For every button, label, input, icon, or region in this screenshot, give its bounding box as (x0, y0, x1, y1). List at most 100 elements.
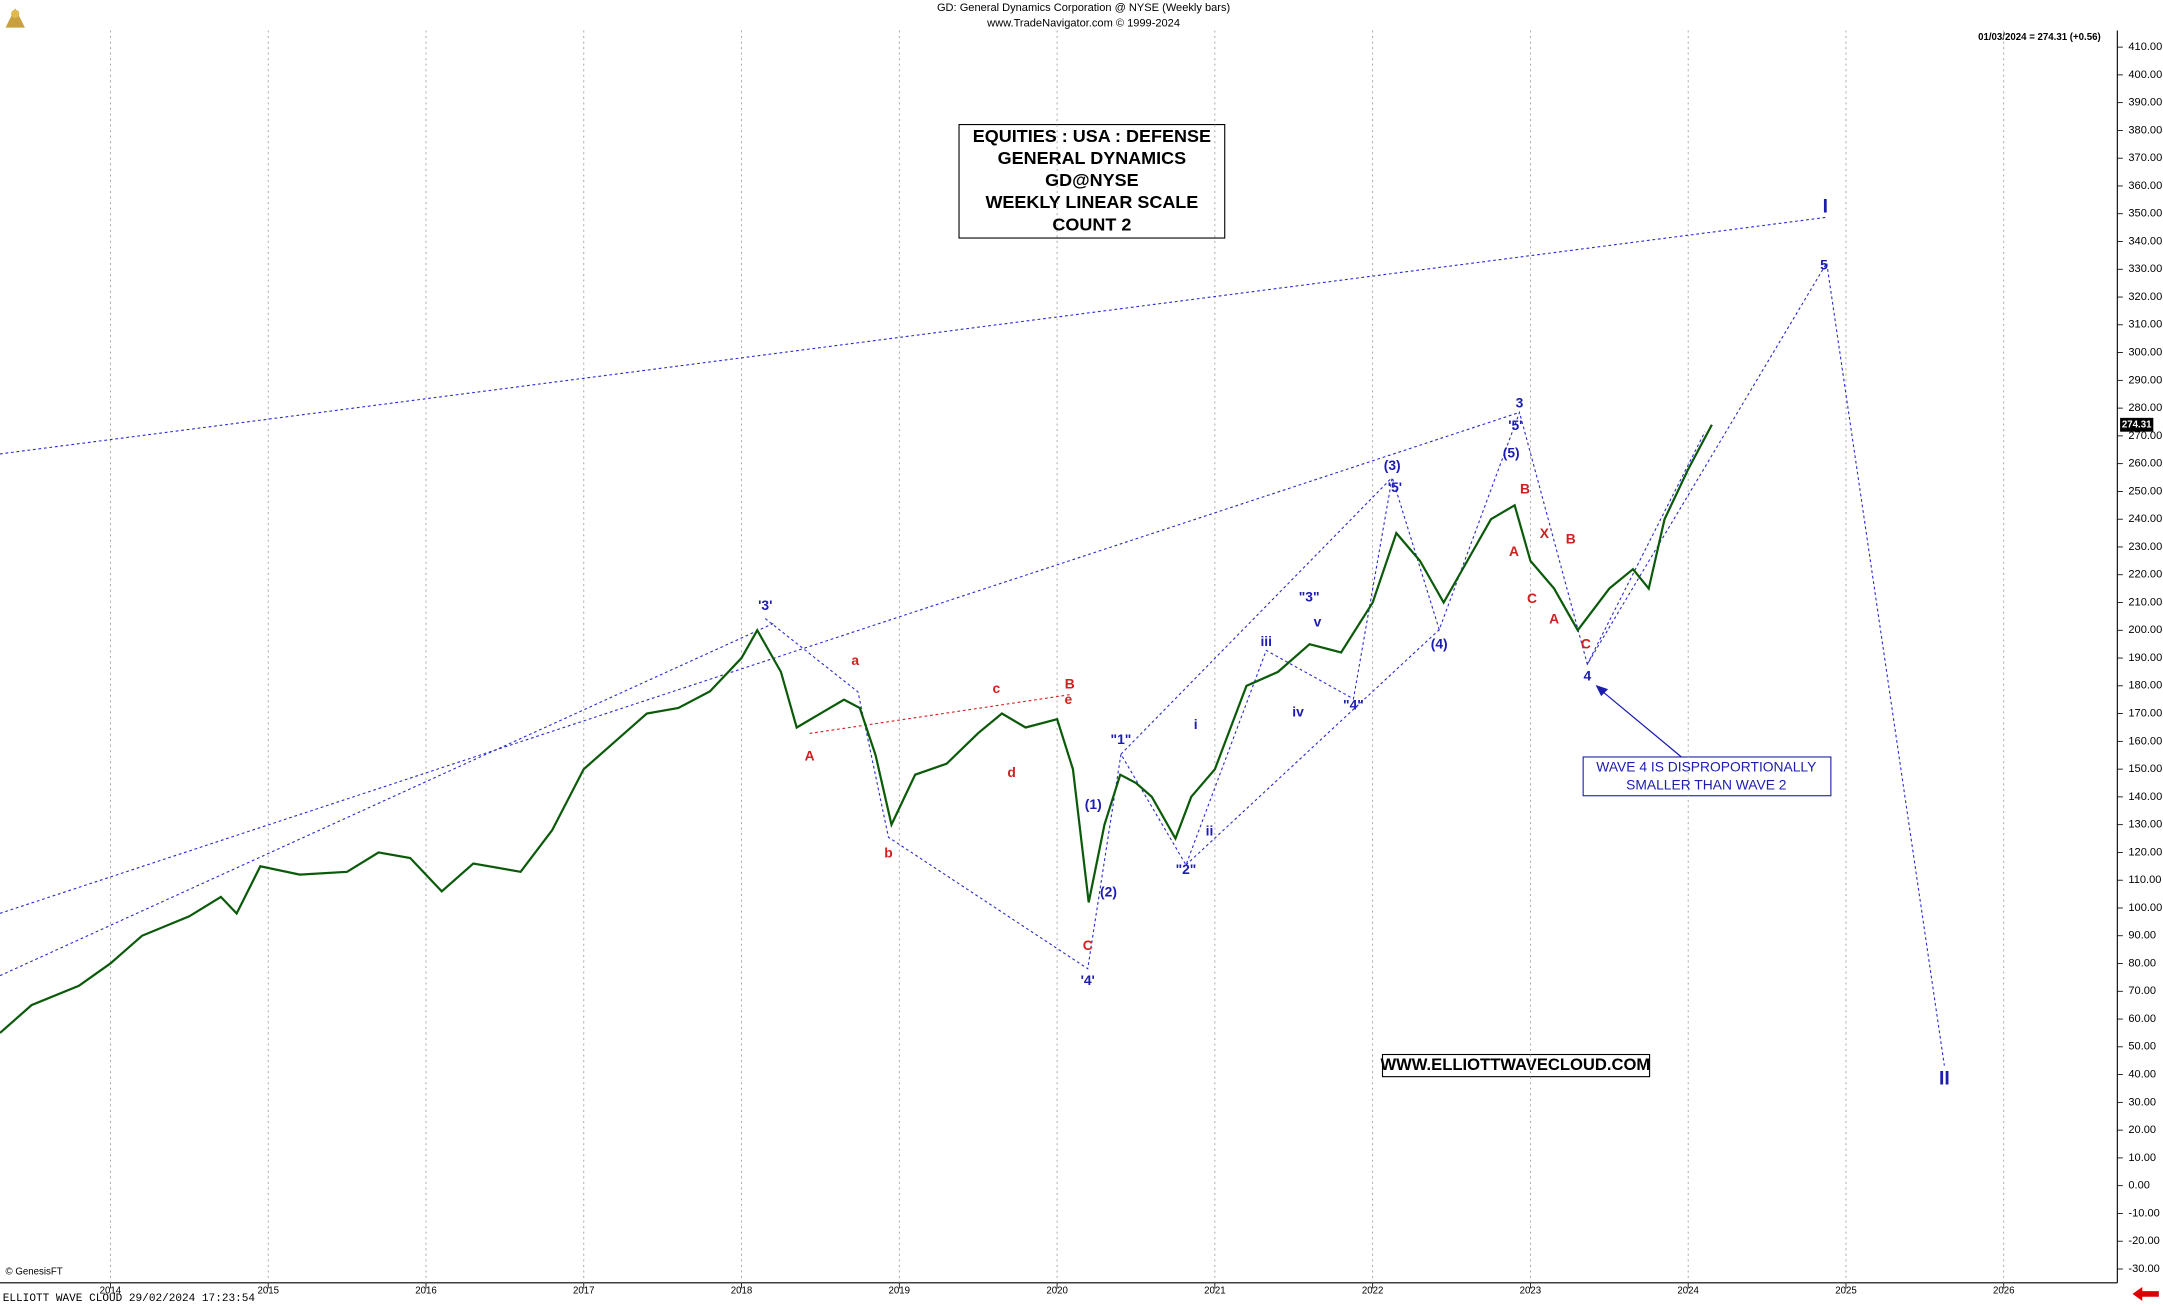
y-tick-label: 130.00 (2128, 819, 2162, 831)
y-tick-label: 320.00 (2128, 291, 2162, 303)
y-tick-label: 60.00 (2128, 1013, 2156, 1025)
y-tick-label: 400.00 (2128, 69, 2162, 81)
wave-label: (5) (1503, 445, 1520, 461)
wave-line (0, 216, 1827, 455)
wave-label: '5' (1508, 417, 1522, 433)
y-tick-label: 300.00 (2128, 346, 2162, 358)
info-box-line: COUNT 2 (1052, 214, 1131, 234)
y-tick-label: 380.00 (2128, 124, 2162, 136)
y-tick-label: 50.00 (2128, 1041, 2156, 1053)
wave-label: 5 (1820, 256, 1828, 272)
y-tick-label: 80.00 (2128, 957, 2156, 969)
y-tick-label: 330.00 (2128, 263, 2162, 275)
wave-line (0, 622, 776, 977)
wave-label: II (1939, 1068, 1950, 1090)
note-arrow-head (1595, 685, 1609, 697)
wave-label: a (851, 652, 859, 668)
y-tick-label: 140.00 (2128, 791, 2162, 803)
y-tick-label: 340.00 (2128, 235, 2162, 247)
y-tick-label: 410.00 (2128, 41, 2162, 53)
wave-label: ii (1206, 822, 1214, 838)
wave-line (1586, 431, 1706, 665)
wave-label: b (884, 845, 892, 861)
x-tick-label: 2016 (415, 1286, 437, 1297)
x-tick-label: 2015 (257, 1286, 279, 1297)
copyright: © GenesisFT (6, 1266, 63, 1277)
y-tick-label: 0.00 (2128, 1180, 2150, 1192)
y-tick-label: 360.00 (2128, 180, 2162, 192)
x-tick-label: 2014 (100, 1286, 122, 1297)
wave-label: X (1540, 525, 1550, 541)
wave-label: iii (1260, 633, 1272, 649)
wave-label: A (1549, 611, 1559, 627)
y-tick-label: 110.00 (2128, 874, 2161, 886)
y-tick-label: 100.00 (2128, 902, 2162, 914)
x-tick-label: 2021 (1204, 1286, 1226, 1297)
wave-label: C (1581, 636, 1591, 652)
wave-line (0, 411, 1520, 914)
note-line: WAVE 4 IS DISPROPORTIONALLY (1596, 759, 1816, 775)
wave-label: '4' (1081, 972, 1095, 988)
info-box (958, 123, 1226, 239)
x-tick-label: 2023 (1520, 1286, 1542, 1297)
wave-label: "3" (1299, 588, 1320, 604)
website: WWW.ELLIOTTWAVECLOUD.COM (1380, 1055, 1650, 1074)
wave-label: B (1065, 676, 1075, 692)
wave-line (764, 261, 1945, 1066)
wave-label: B (1566, 530, 1576, 546)
y-tick-label: 350.00 (2128, 208, 2162, 220)
wave-label: A (1509, 543, 1519, 559)
wave-label: v (1314, 613, 1322, 629)
wave-label: (3) (1384, 457, 1401, 473)
info-box-line: EQUITIES : USA : DEFENSE (973, 126, 1211, 146)
y-tick-label: 260.00 (2128, 458, 2162, 470)
footer: ELLIOTT WAVE CLOUD 29/02/2024 17:23:54 (3, 1293, 256, 1305)
wave-label: B (1520, 481, 1530, 497)
y-tick-label: 390.00 (2128, 97, 2162, 109)
y-tick-label: 30.00 (2128, 1096, 2156, 1108)
y-tick-label: 230.00 (2128, 541, 2162, 553)
y-tick-label: -20.00 (2128, 1235, 2159, 1247)
y-tick-label: -10.00 (2128, 1207, 2159, 1219)
y-tick-label: 290.00 (2128, 374, 2162, 386)
wave-label: (4) (1431, 636, 1448, 652)
y-tick-label: 200.00 (2128, 624, 2162, 636)
y-tick-label: 250.00 (2128, 485, 2162, 497)
last-price-box (2120, 417, 2154, 432)
wave-label: 4 (1583, 667, 1591, 683)
y-tick-label: -30.00 (2128, 1263, 2159, 1275)
x-tick-label: 2022 (1362, 1286, 1384, 1297)
wave-label: A (805, 748, 815, 764)
wave-label: '5' (1388, 479, 1402, 495)
y-tick-label: 150.00 (2128, 763, 2162, 775)
wave-line (1120, 477, 1393, 755)
note-box (1582, 756, 1832, 797)
y-tick-label: 160.00 (2128, 735, 2162, 747)
wave-label: "2" (1176, 861, 1197, 877)
y-tick-label: 220.00 (2128, 569, 2162, 581)
scroll-arrow[interactable] (2132, 1287, 2159, 1301)
y-tick-label: 70.00 (2128, 985, 2156, 997)
y-tick-label: 280.00 (2128, 402, 2162, 414)
wave-label: c (993, 680, 1001, 696)
chart-subtitle: www.TradeNavigator.com © 1999-2024 (986, 17, 1180, 29)
wave-label: i (1194, 716, 1198, 732)
last-quote: 01/03/2024 = 274.31 (+0.56) (1978, 32, 2101, 43)
x-tick-label: 2024 (1677, 1286, 1699, 1297)
y-tick-label: 40.00 (2128, 1069, 2156, 1081)
wave-label: d (1007, 764, 1015, 780)
y-tick-label: 180.00 (2128, 680, 2162, 692)
y-tick-label: 10.00 (2128, 1152, 2156, 1164)
y-tick-label: 190.00 (2128, 652, 2162, 664)
y-tick-label: 270.00 (2128, 430, 2162, 442)
y-tick-label: 370.00 (2128, 152, 2162, 164)
y-tick-label: 240.00 (2128, 513, 2162, 525)
wave-label: iv (1292, 703, 1304, 719)
wave-label: "4" (1343, 696, 1364, 712)
info-box-line: WEEKLY LINEAR SCALE (985, 192, 1198, 212)
y-tick-label: 310.00 (2128, 319, 2162, 331)
wave-label: (1) (1085, 796, 1102, 812)
y-tick-label: 210.00 (2128, 596, 2162, 608)
y-tick-label: 120.00 (2128, 846, 2162, 858)
